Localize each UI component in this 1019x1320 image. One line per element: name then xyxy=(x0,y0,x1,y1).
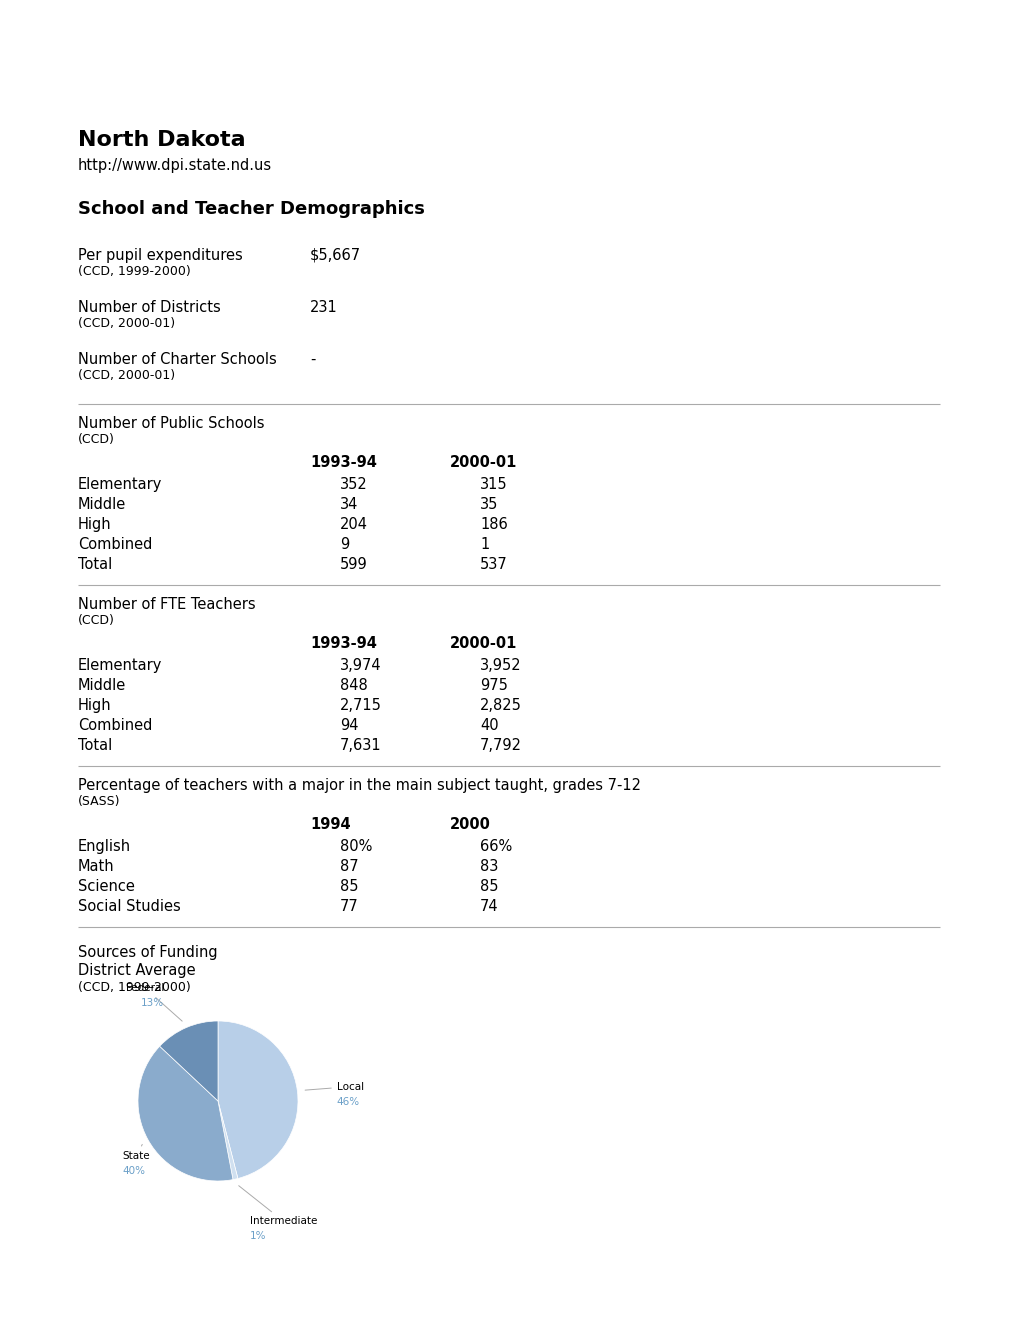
Text: 2000: 2000 xyxy=(449,817,490,832)
Text: (CCD, 1999-2000): (CCD, 1999-2000) xyxy=(77,265,191,279)
Text: 46%: 46% xyxy=(336,1097,360,1106)
Text: 87: 87 xyxy=(339,859,359,874)
Text: School and Teacher Demographics: School and Teacher Demographics xyxy=(77,201,425,218)
Text: English: English xyxy=(77,840,131,854)
Text: 352: 352 xyxy=(339,477,368,492)
Wedge shape xyxy=(160,1020,218,1101)
Wedge shape xyxy=(218,1020,298,1179)
Text: Math: Math xyxy=(77,859,114,874)
Text: High: High xyxy=(77,698,111,713)
Text: 2,825: 2,825 xyxy=(480,698,522,713)
Text: (CCD): (CCD) xyxy=(77,433,115,446)
Text: 3,952: 3,952 xyxy=(480,657,521,673)
Text: North Dakota: North Dakota xyxy=(77,129,246,150)
Text: 2,715: 2,715 xyxy=(339,698,381,713)
Text: 35: 35 xyxy=(480,498,498,512)
Text: Number of Districts: Number of Districts xyxy=(77,300,220,315)
Text: 94: 94 xyxy=(339,718,358,733)
Text: Percentage of teachers with a major in the main subject taught, grades 7-12: Percentage of teachers with a major in t… xyxy=(77,777,640,793)
Text: Social Studies: Social Studies xyxy=(77,899,180,913)
Text: http://www.dpi.state.nd.us: http://www.dpi.state.nd.us xyxy=(77,158,272,173)
Text: 85: 85 xyxy=(339,879,358,894)
Text: Per pupil expenditures: Per pupil expenditures xyxy=(77,248,243,263)
Text: 80%: 80% xyxy=(339,840,372,854)
Text: Elementary: Elementary xyxy=(77,657,162,673)
Text: Local: Local xyxy=(305,1081,364,1092)
Text: 7,631: 7,631 xyxy=(339,738,381,752)
Text: 77: 77 xyxy=(339,899,359,913)
Text: 231: 231 xyxy=(310,300,337,315)
Text: Middle: Middle xyxy=(77,498,126,512)
Text: Combined: Combined xyxy=(77,718,152,733)
Text: 1: 1 xyxy=(480,537,489,552)
Text: (CCD, 1999-2000): (CCD, 1999-2000) xyxy=(77,981,191,994)
Text: 599: 599 xyxy=(339,557,368,572)
Text: High: High xyxy=(77,517,111,532)
Text: 1993-94: 1993-94 xyxy=(310,636,376,651)
Text: 1%: 1% xyxy=(250,1232,266,1241)
Text: 537: 537 xyxy=(480,557,507,572)
Text: 204: 204 xyxy=(339,517,368,532)
Wedge shape xyxy=(138,1047,232,1181)
Text: 40: 40 xyxy=(480,718,498,733)
Text: (SASS): (SASS) xyxy=(77,795,120,808)
Text: 66%: 66% xyxy=(480,840,512,854)
Text: 85: 85 xyxy=(480,879,498,894)
Text: Sources of Funding: Sources of Funding xyxy=(77,945,217,960)
Text: (CCD): (CCD) xyxy=(77,614,115,627)
Text: -: - xyxy=(310,352,315,367)
Text: Middle: Middle xyxy=(77,678,126,693)
Text: 7,792: 7,792 xyxy=(480,738,522,752)
Text: Intermediate: Intermediate xyxy=(238,1185,317,1226)
Text: 1993-94: 1993-94 xyxy=(310,455,376,470)
Text: $5,667: $5,667 xyxy=(310,248,361,263)
Text: 2000-01: 2000-01 xyxy=(449,455,517,470)
Text: State: State xyxy=(122,1144,150,1162)
Text: Total: Total xyxy=(77,557,112,572)
Text: 9: 9 xyxy=(339,537,348,552)
Text: 315: 315 xyxy=(480,477,507,492)
Wedge shape xyxy=(218,1101,237,1180)
Text: 186: 186 xyxy=(480,517,507,532)
Text: 848: 848 xyxy=(339,678,368,693)
Text: 13%: 13% xyxy=(141,998,164,1008)
Text: 34: 34 xyxy=(339,498,358,512)
Text: Federal: Federal xyxy=(125,983,182,1022)
Text: Elementary: Elementary xyxy=(77,477,162,492)
Text: Number of Public Schools: Number of Public Schools xyxy=(77,416,264,432)
Text: Number of Charter Schools: Number of Charter Schools xyxy=(77,352,276,367)
Text: 83: 83 xyxy=(480,859,498,874)
Text: 74: 74 xyxy=(480,899,498,913)
Text: Total: Total xyxy=(77,738,112,752)
Text: 40%: 40% xyxy=(122,1167,146,1176)
Text: 1994: 1994 xyxy=(310,817,351,832)
Text: (CCD, 2000-01): (CCD, 2000-01) xyxy=(77,317,175,330)
Text: 3,974: 3,974 xyxy=(339,657,381,673)
Text: Combined: Combined xyxy=(77,537,152,552)
Text: 975: 975 xyxy=(480,678,507,693)
Text: (CCD, 2000-01): (CCD, 2000-01) xyxy=(77,370,175,381)
Text: District Average: District Average xyxy=(77,964,196,978)
Text: Number of FTE Teachers: Number of FTE Teachers xyxy=(77,597,256,612)
Text: 2000-01: 2000-01 xyxy=(449,636,517,651)
Text: Science: Science xyxy=(77,879,135,894)
